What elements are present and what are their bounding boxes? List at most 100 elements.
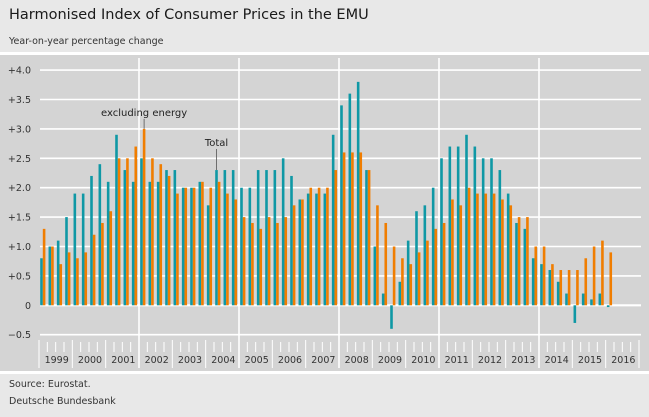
source-note: Source: Eurostat. — [9, 379, 91, 390]
total-bar — [531, 258, 535, 306]
excluding-energy-bar — [84, 252, 88, 306]
y-tick-label: +2.5 — [8, 154, 31, 165]
total-bar — [106, 181, 110, 306]
excluding-energy-bar — [167, 175, 171, 306]
excluding-energy-bar — [509, 205, 513, 306]
excluding-energy-bar — [367, 170, 371, 306]
excluding-energy-bar — [492, 193, 496, 306]
excluding-energy-bar — [92, 234, 96, 306]
x-tick-label: 2005 — [245, 355, 269, 366]
excluding-energy-bar — [409, 264, 413, 306]
total-bar — [140, 158, 143, 306]
x-tick-label: 2006 — [278, 355, 302, 366]
excluding-energy-bar — [176, 193, 179, 306]
total-bar — [65, 217, 68, 306]
excluding-energy-bar — [601, 240, 604, 306]
excluding-energy-bar — [459, 205, 463, 306]
excluding-energy-bar — [51, 246, 54, 306]
total-bar — [448, 146, 452, 306]
excluding-energy-bar — [309, 187, 313, 306]
total-bar — [490, 158, 493, 306]
total-bar — [148, 181, 152, 306]
total-bar — [181, 187, 185, 306]
total-bar — [590, 299, 593, 306]
total-bar — [515, 222, 518, 306]
total-bar — [98, 164, 102, 306]
excluding-energy-bar — [217, 181, 221, 306]
excluding-energy-bar — [201, 181, 204, 306]
excluding-energy-bar — [76, 258, 79, 306]
excluding-energy-bar — [234, 199, 238, 306]
total-bar — [440, 158, 443, 306]
excluding-energy-bar — [142, 128, 146, 306]
excluding-energy-bar — [434, 228, 438, 306]
total-bar — [40, 258, 43, 306]
x-tick-label: 2012 — [478, 355, 502, 366]
total-bar — [231, 170, 235, 306]
chart-footer: Source: Eurostat. Deutsche Bundesbank — [0, 374, 649, 417]
total-bar — [123, 170, 127, 306]
excluding-energy-bar — [359, 152, 363, 306]
excluding-energy-bar — [567, 270, 571, 306]
total-bar — [215, 170, 218, 306]
chart-header: Harmonised Index of Consumer Prices in t… — [0, 0, 649, 52]
excluding-energy-bar — [67, 252, 71, 306]
total-bar — [481, 158, 485, 306]
excluding-energy-bar — [534, 246, 538, 306]
excluding-energy-bar — [301, 199, 304, 306]
total-bar — [498, 170, 502, 306]
total-bar — [373, 246, 377, 306]
total-bar — [223, 170, 227, 306]
excluding-energy-bar — [476, 193, 479, 306]
x-tick-label: 2010 — [411, 355, 435, 366]
excluding-energy-bar — [334, 170, 338, 306]
excluding-energy-bar — [42, 228, 46, 306]
excluding-energy-bar — [184, 187, 188, 306]
annotation-label: Total — [204, 138, 228, 149]
excluding-energy-bar — [251, 222, 254, 306]
y-tick-label: +0.5 — [8, 271, 31, 282]
excluding-energy-bar — [117, 158, 121, 306]
excluding-energy-bar — [417, 252, 421, 306]
total-bar — [73, 193, 77, 306]
excluding-energy-bar — [576, 270, 579, 306]
x-tick-label: 2016 — [611, 355, 635, 366]
excluding-energy-bar — [159, 164, 163, 306]
excluding-energy-bar — [559, 270, 563, 306]
total-bar — [598, 293, 602, 306]
total-bar — [423, 205, 427, 306]
y-tick-label: +3.0 — [8, 124, 31, 135]
total-bar — [390, 305, 393, 329]
total-bar — [573, 305, 577, 323]
organization-credit: Deutsche Bundesbank — [9, 396, 116, 407]
x-tick-label: 2001 — [111, 355, 135, 366]
excluding-energy-bar — [384, 222, 388, 306]
excluding-energy-bar — [442, 222, 446, 306]
excluding-energy-bar — [226, 193, 229, 306]
total-bar — [340, 105, 343, 306]
x-tick-label: 1999 — [45, 355, 69, 366]
excluding-energy-bar — [126, 158, 129, 306]
excluding-energy-bar — [342, 152, 346, 306]
y-tick-label: 0 — [25, 301, 31, 312]
excluding-energy-bar — [542, 246, 546, 306]
excluding-energy-bar — [267, 217, 271, 306]
total-bar — [306, 193, 310, 306]
total-bar — [431, 187, 435, 306]
total-bar — [365, 170, 368, 306]
y-tick-label: +2.0 — [8, 183, 31, 194]
excluding-energy-bar — [609, 252, 613, 306]
total-bar — [540, 264, 543, 306]
x-tick-label: 2008 — [345, 355, 369, 366]
excluding-energy-bar — [192, 187, 196, 306]
y-tick-label: +1.0 — [8, 242, 31, 253]
excluding-energy-bar — [109, 211, 113, 306]
total-bar — [256, 170, 260, 306]
total-bar — [381, 293, 385, 306]
excluding-energy-bar — [59, 264, 63, 306]
total-bar — [273, 170, 277, 306]
total-bar — [465, 134, 468, 306]
total-bar — [556, 281, 560, 306]
excluding-energy-bar — [584, 258, 588, 306]
